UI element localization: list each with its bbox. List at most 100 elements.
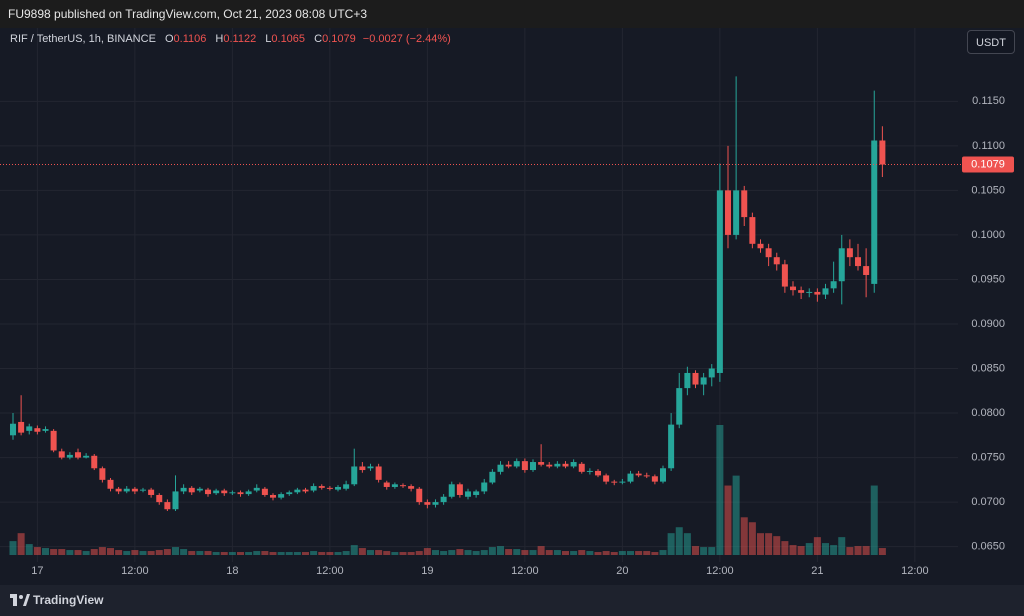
volume-bar [472, 551, 480, 555]
candle-body [359, 466, 366, 471]
volume-bar [692, 546, 699, 555]
candle-body [530, 462, 536, 471]
candle-body [603, 475, 610, 482]
volume-bar [618, 551, 626, 555]
candle-body [635, 473, 642, 476]
candle-body [806, 291, 813, 293]
candle-body [773, 257, 780, 265]
candle-body [863, 266, 870, 275]
candle-body [749, 217, 756, 244]
y-tick-label: 0.0700 [971, 496, 1005, 508]
candle-body [196, 488, 203, 491]
candle-body [424, 502, 431, 505]
candle-body [261, 488, 268, 495]
volume-bar [488, 547, 496, 555]
candle-body [781, 264, 788, 287]
volume-bar [521, 550, 529, 555]
publisher-bar: FU9898 published on TradingView.com, Oct… [0, 0, 1024, 28]
volume-bar [553, 550, 561, 555]
volume-bar [529, 550, 537, 555]
volume-bar [513, 549, 521, 555]
volume-bar [375, 550, 383, 555]
candle-body [131, 488, 138, 492]
y-tick-label: 0.1150 [972, 95, 1005, 107]
candle-body [50, 430, 57, 451]
brand-logo [10, 594, 30, 606]
candle-body [229, 492, 236, 494]
volume-bar [440, 551, 448, 555]
candle-body [26, 426, 33, 431]
volume-bar [172, 547, 179, 555]
volume-bar [407, 552, 415, 555]
volume-bar [147, 551, 155, 555]
volume-bar [757, 533, 764, 555]
volume-bar [602, 551, 610, 555]
volume-bar [464, 550, 472, 555]
volume-bar [732, 475, 740, 555]
candle-body [716, 190, 723, 373]
volume-bar [667, 533, 675, 555]
volume-bar [399, 552, 407, 555]
volume-bar [505, 549, 513, 555]
candle-body [643, 475, 650, 477]
candle-body [538, 462, 545, 465]
candle-body [58, 451, 65, 458]
candle-body [213, 490, 220, 494]
candle-body [294, 489, 301, 493]
volume-bar [107, 548, 114, 555]
volume-bar [50, 549, 58, 555]
volume-bar [66, 550, 74, 555]
candle-body [34, 428, 41, 432]
candle-body [416, 488, 423, 503]
x-tick-label: 12:00 [511, 565, 539, 577]
candle-body [651, 476, 658, 482]
volume-bar [310, 551, 318, 555]
volume-bar [285, 552, 293, 555]
volume-bar [42, 548, 49, 555]
volume-bar [318, 552, 326, 555]
volume-bar [180, 549, 188, 555]
currency-button[interactable]: USDT [967, 30, 1015, 54]
candle-body [91, 455, 98, 469]
candle-body [830, 281, 837, 289]
candle-body [554, 463, 561, 467]
y-tick-label: 0.0900 [971, 318, 1005, 330]
candle-body [253, 487, 260, 491]
change-value: −0.0027 (−2.44%) [362, 33, 451, 45]
volume-bar [155, 550, 163, 555]
volume-bar [675, 527, 683, 555]
candle-body [481, 482, 488, 492]
x-tick-label: 18 [226, 565, 238, 577]
candle-body [310, 486, 317, 491]
volume-bar [748, 522, 756, 555]
volume-bar [9, 541, 17, 555]
candle-body [814, 291, 821, 295]
open-value: 0.1106 [173, 33, 207, 45]
candle-body [286, 492, 293, 495]
volume-bar [708, 547, 716, 555]
candle-body [708, 368, 715, 378]
brand-name: TradingView [33, 593, 104, 607]
volume-bar [781, 541, 789, 555]
volume-bar [594, 552, 602, 555]
volume-bar [131, 550, 139, 555]
volume-bar [586, 551, 594, 555]
candle-body [505, 464, 512, 467]
candle-body [790, 286, 796, 291]
candle-body [140, 489, 146, 491]
volume-bar [570, 551, 578, 555]
candle-body [205, 489, 211, 495]
x-tick-label: 17 [31, 565, 43, 577]
volume-bar [277, 552, 285, 555]
volume-bar [862, 546, 870, 555]
volume-bar [25, 544, 33, 555]
candle-body [335, 486, 341, 490]
candle-body [521, 461, 528, 471]
x-tick-label: 12:00 [901, 565, 929, 577]
volume-bar [456, 549, 464, 555]
candle-body [838, 248, 845, 282]
candle-body [375, 466, 382, 480]
volume-bar [537, 546, 545, 555]
candle-body [733, 190, 740, 235]
